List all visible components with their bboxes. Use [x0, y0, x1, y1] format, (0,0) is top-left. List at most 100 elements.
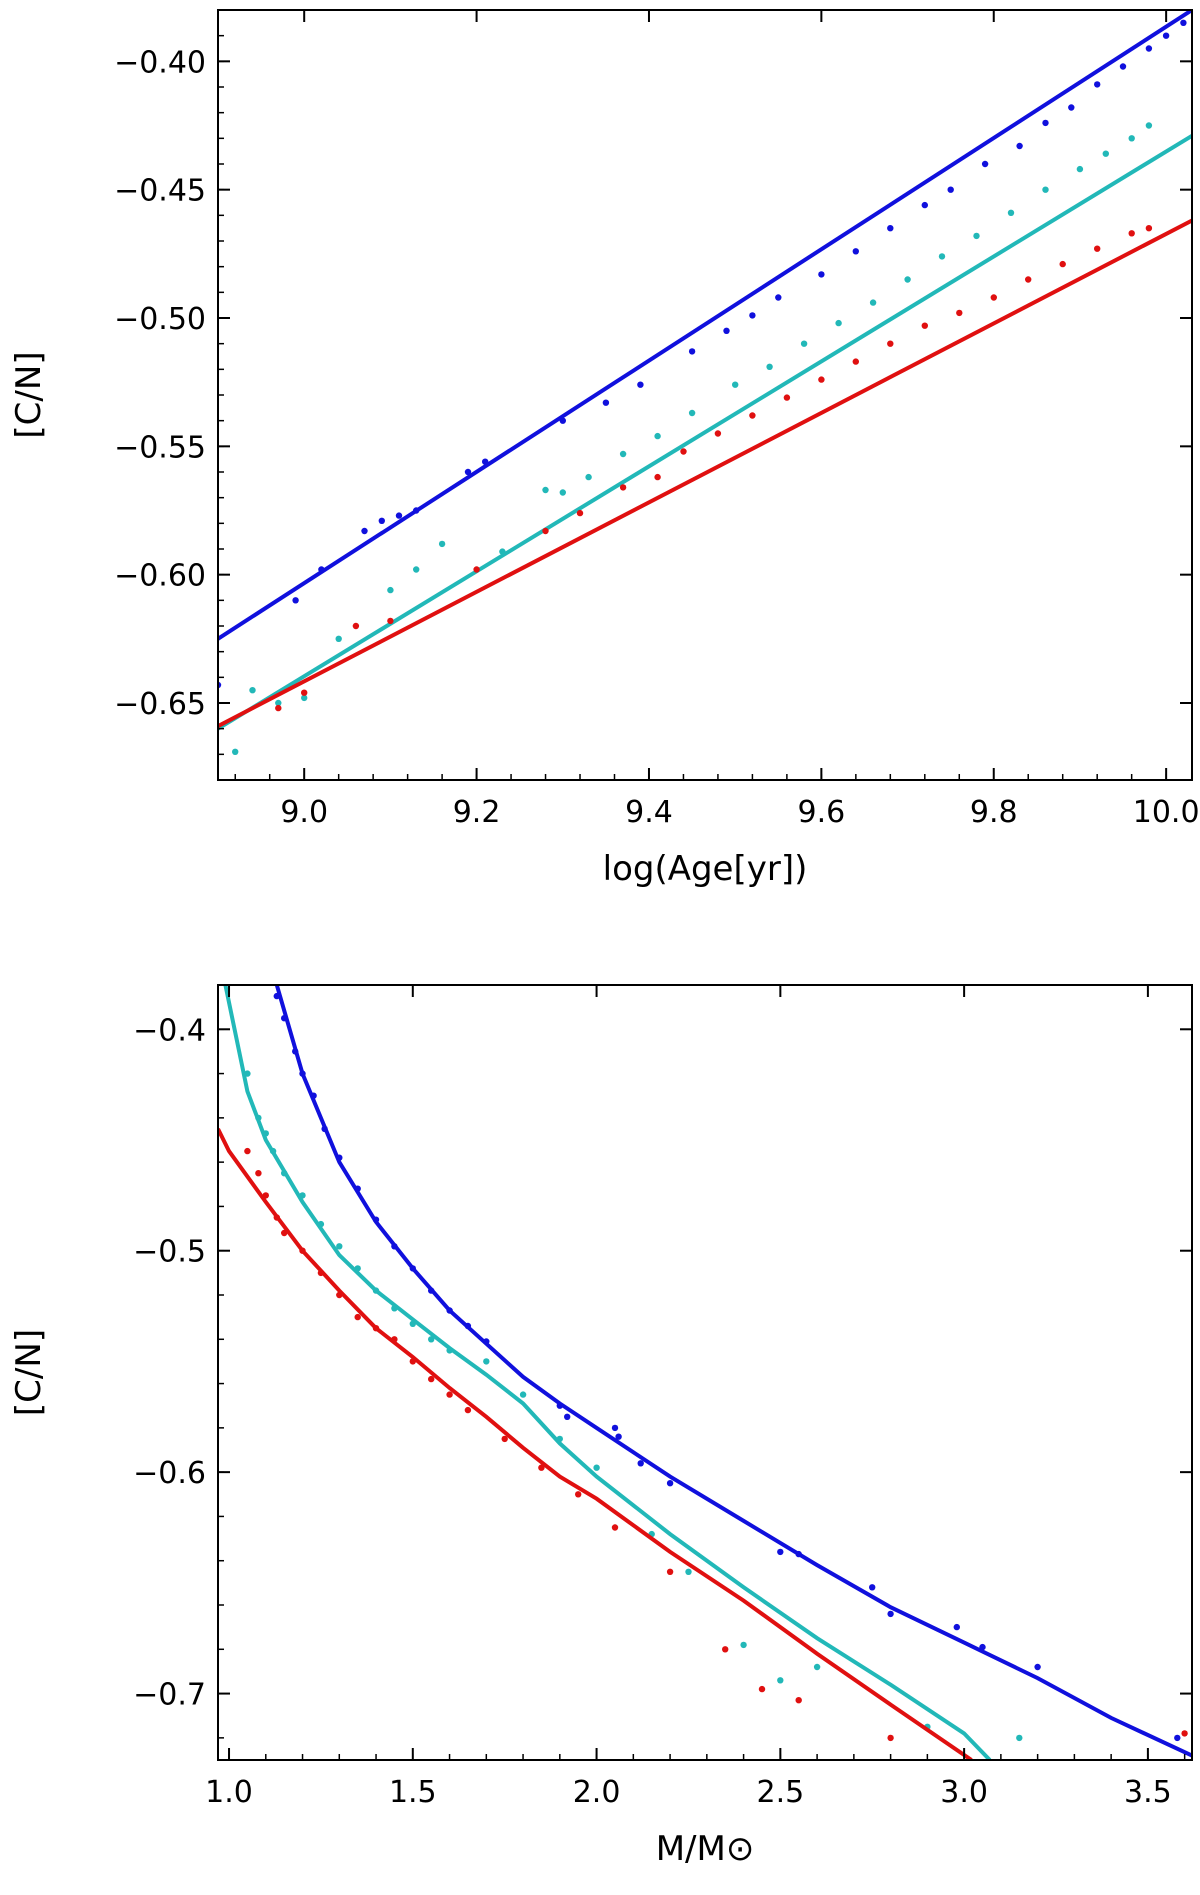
blue-point: [354, 1185, 361, 1192]
mass-y-axis-title: [C/N]: [9, 1329, 49, 1416]
red-point: [576, 509, 584, 517]
blue-point: [1180, 19, 1187, 26]
blue-point: [428, 1287, 435, 1294]
red-point: [619, 484, 627, 491]
red-point: [1025, 276, 1032, 283]
cyan-point: [1145, 122, 1153, 129]
red-point: [887, 340, 894, 347]
cyan-point: [372, 1287, 380, 1294]
mass-x-tick-label: 1.5: [389, 1775, 437, 1810]
mass-x-tick-label: 2.0: [573, 1775, 621, 1810]
red-point: [352, 622, 360, 630]
mass-x-tick-label: 1.0: [205, 1775, 253, 1810]
blue-point: [637, 1460, 644, 1467]
red-point: [542, 527, 549, 535]
age-y-tick-label: −0.50: [114, 302, 206, 337]
cyan-point: [428, 1336, 435, 1343]
blue-point: [887, 225, 894, 232]
age-x-tick-label: 9.4: [625, 795, 673, 830]
age-y-tick-label: −0.60: [114, 559, 206, 594]
cyan-point: [255, 1114, 262, 1122]
blue-point: [1068, 104, 1075, 111]
cyan-point: [317, 1220, 325, 1228]
cyan-point: [800, 340, 808, 347]
cyan-point: [281, 1170, 288, 1177]
red-point: [538, 1464, 545, 1471]
red-point: [783, 394, 791, 401]
cyan-point: [1016, 1734, 1023, 1742]
red-point: [654, 473, 661, 481]
red-point: [1059, 260, 1066, 268]
cyan-point: [262, 1130, 269, 1137]
cyan-point: [1042, 186, 1049, 193]
mass-axes-frame: [217, 984, 1193, 1761]
red-point: [317, 1269, 325, 1277]
blue-point: [483, 1338, 490, 1345]
blue-point: [869, 1584, 876, 1591]
mass-panel: 1.0 1.5 2.0 2.5 3.0 3.5 −0.4 −0.5 −0.6 −0.7 M/M⊙ [C…: [9, 984, 1193, 1869]
cyan-point: [249, 687, 256, 694]
cyan-point: [732, 381, 739, 388]
cyan-point: [973, 232, 980, 240]
red-point: [501, 1435, 508, 1443]
blue-point: [281, 1015, 288, 1022]
blue-point: [666, 1480, 674, 1487]
cyan-point: [483, 1358, 490, 1365]
red-point: [611, 1524, 619, 1531]
cyan-point: [335, 635, 342, 642]
red-point: [299, 1247, 306, 1254]
blue-point: [953, 1623, 960, 1631]
cyan-point: [1128, 135, 1135, 142]
age-y-tick-label: −0.55: [114, 430, 206, 465]
blue-point: [1119, 63, 1127, 70]
cyan-point: [269, 1147, 277, 1155]
mass-y-tick-label: −0.6: [133, 1456, 206, 1491]
cyan-point: [413, 566, 420, 573]
blue-point: [611, 1424, 619, 1432]
cyan-point: [1102, 150, 1110, 157]
red-point: [749, 412, 756, 419]
blue-point: [413, 507, 420, 514]
cyan-point: [740, 1641, 747, 1649]
cyan-point: [299, 1192, 306, 1199]
blue-point: [1174, 1734, 1181, 1742]
cyan-point: [354, 1265, 361, 1272]
blue-point: [775, 294, 782, 301]
age-y-tick-label: −0.40: [114, 45, 206, 80]
mass-x-tick-label: 2.5: [756, 1775, 804, 1810]
red-fit-line: [218, 218, 1192, 728]
cyan-point: [593, 1464, 600, 1471]
red-point: [1094, 245, 1101, 252]
blue-fit-line: [218, 10, 1192, 641]
red-point: [714, 430, 722, 437]
cyan-point: [777, 1677, 784, 1684]
cyan-point: [869, 299, 877, 306]
red-point: [391, 1336, 398, 1343]
blue-point: [688, 348, 696, 355]
blue-point: [1016, 142, 1023, 150]
blue-point: [372, 1216, 380, 1223]
age-x-tick-label: 9.6: [798, 795, 846, 830]
mass-x-tick-label: 3.0: [940, 1775, 988, 1810]
cyan-point: [619, 450, 627, 458]
age-x-tick-label: 9.2: [453, 795, 501, 830]
blue-point: [559, 417, 566, 424]
blue-point: [749, 312, 756, 319]
blue-point: [795, 1550, 802, 1558]
red-point: [666, 1568, 674, 1576]
blue-point: [1034, 1663, 1041, 1671]
red-point: [990, 294, 997, 301]
blue-point: [979, 1643, 986, 1651]
age-y-tick-label: −0.45: [114, 174, 206, 209]
age-plot-area: [218, 10, 1192, 755]
cyan-point: [301, 694, 308, 702]
cyan-point: [438, 540, 446, 548]
blue-point: [1145, 45, 1153, 52]
red-point: [354, 1313, 361, 1321]
red-point: [409, 1358, 416, 1365]
blue-point: [887, 1610, 894, 1618]
cyan-point: [409, 1320, 416, 1328]
blue-point: [921, 201, 928, 209]
blue-point: [292, 1048, 299, 1055]
red-point: [1128, 230, 1135, 237]
